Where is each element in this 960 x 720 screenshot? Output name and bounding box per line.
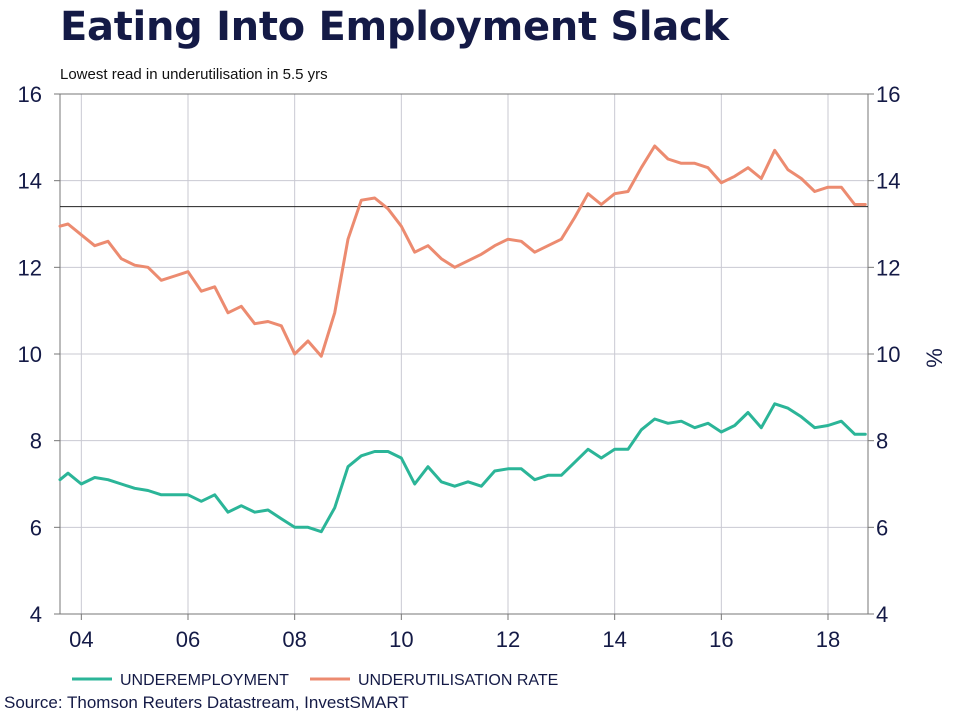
left-y-tick-label: 4 bbox=[30, 602, 42, 627]
underemployment-line bbox=[58, 402, 867, 534]
x-axis: 04 06 08 10 12 14 16 18 bbox=[69, 614, 840, 652]
right-y-tick-label: 16 bbox=[876, 82, 900, 107]
right-y-tick-label: 12 bbox=[876, 255, 900, 280]
left-y-tick-label: 8 bbox=[30, 429, 42, 454]
x-tick-label: 10 bbox=[389, 627, 413, 652]
x-tick-label: 08 bbox=[282, 627, 306, 652]
gridlines bbox=[60, 93, 868, 615]
right-y-axis: 4 6 8 10 12 14 16 bbox=[868, 82, 900, 627]
source-note: Source: Thomson Reuters Datastream, Inve… bbox=[4, 693, 409, 712]
x-tick-label: 14 bbox=[602, 627, 626, 652]
series-lines bbox=[58, 144, 867, 534]
left-y-tick-label: 6 bbox=[30, 515, 42, 540]
right-y-tick-label: 6 bbox=[876, 515, 888, 540]
x-tick-label: 04 bbox=[69, 627, 93, 652]
right-y-tick-label: 8 bbox=[876, 429, 888, 454]
underutilisation-rate-line bbox=[58, 144, 867, 358]
left-y-tick-label: 14 bbox=[18, 169, 42, 194]
right-y-tick-label: 10 bbox=[876, 342, 900, 367]
underutilisation-rate-legend-label: UNDERUTILISATION RATE bbox=[358, 672, 558, 689]
x-tick-label: 16 bbox=[709, 627, 733, 652]
x-tick-label: 12 bbox=[496, 627, 520, 652]
legend: UNDEREMPLOYMENT UNDERUTILISATION RATE bbox=[72, 672, 558, 689]
right-axis-unit-label: % bbox=[922, 348, 947, 368]
chart-title: Eating Into Employment Slack bbox=[60, 4, 729, 50]
left-y-axis: 4 6 8 10 12 14 16 bbox=[18, 82, 60, 627]
left-y-tick-label: 16 bbox=[18, 82, 42, 107]
underemployment-legend-label: UNDEREMPLOYMENT bbox=[120, 672, 289, 689]
left-y-tick-label: 10 bbox=[18, 342, 42, 367]
x-tick-label: 06 bbox=[176, 627, 200, 652]
right-y-tick-label: 14 bbox=[876, 169, 900, 194]
chart-subtitle: Lowest read in underutilisation in 5.5 y… bbox=[60, 66, 328, 83]
x-tick-label: 18 bbox=[816, 627, 840, 652]
right-y-tick-label: 4 bbox=[876, 602, 888, 627]
left-y-tick-label: 12 bbox=[18, 255, 42, 280]
